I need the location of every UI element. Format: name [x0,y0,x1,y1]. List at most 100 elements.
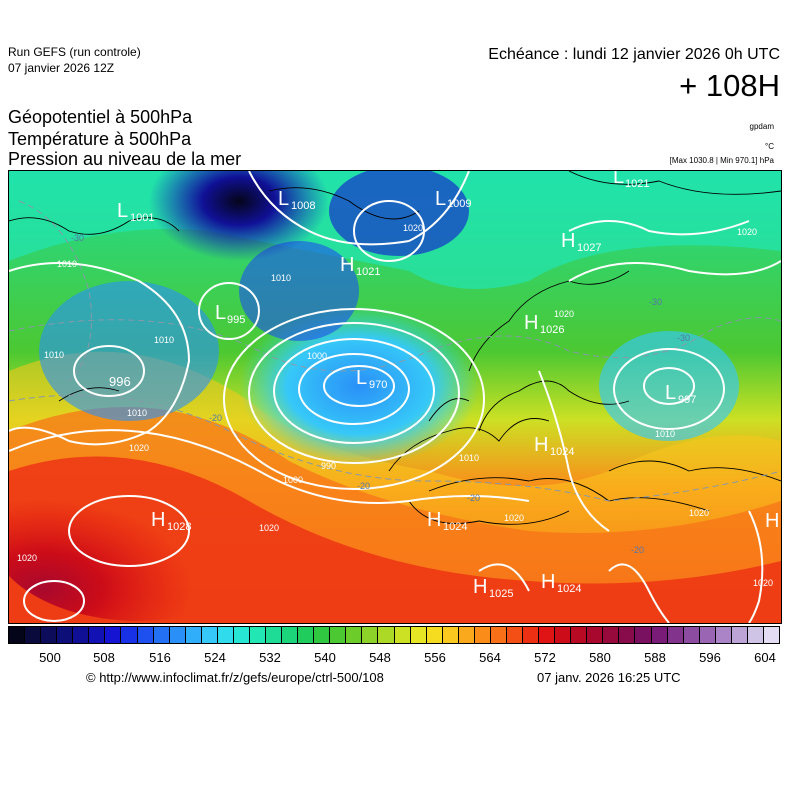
isobar-label: 1020 [554,309,574,319]
isotherm-labels: -30 -30 -30 -20 -20 -20 -20 [71,233,690,555]
forecast-valid-time: Echéance : lundi 12 janvier 2026 0h UTC [488,46,780,63]
color-scale-swatch [233,627,250,643]
isobar-label: 1010 [459,453,479,463]
color-scale-tick: 540 [314,650,336,665]
color-scale-tick: 580 [589,650,611,665]
color-scale-swatch [201,627,218,643]
color-scale-swatch [683,627,700,643]
isobar-label: 1020 [753,578,773,588]
color-scale-tick: 532 [259,650,281,665]
unit-temperature: °C [765,142,774,151]
color-scale-swatch [378,627,395,643]
coastlines [9,171,781,525]
isobar-label: 1020 [737,227,757,237]
color-scale-swatch [9,627,26,643]
color-scale-swatch [426,627,443,643]
pressure-value: 1001 [130,212,154,224]
pressure-center-label: H [340,254,354,276]
pressure-center-label: H [561,230,575,252]
pressure-center-label: L [356,367,367,389]
pressure-value: 1025 [489,588,513,600]
color-scale-tick: 564 [479,650,501,665]
pressure-center-label: L [117,200,128,222]
color-scale-swatch [105,627,122,643]
pressure-center-label: H [524,312,538,334]
pressure-center-label: H [765,510,779,532]
color-scale-swatch [523,627,540,643]
pressure-value: 1024 [557,583,581,595]
isotherm-label: -20 [357,481,370,491]
color-scale-swatch [346,627,363,643]
color-scale-swatch [89,627,106,643]
run-title: Run GEFS (run controle) [8,45,141,59]
color-scale-tick: 500 [39,650,61,665]
color-scale-swatch [747,627,764,643]
pressure-center-label: L [278,188,289,210]
color-scale-tick: 604 [754,650,776,665]
color-scale-swatch [249,627,266,643]
color-scale-tick: 524 [204,650,226,665]
color-scale-tick: 572 [534,650,556,665]
color-scale-swatch [490,627,507,643]
color-scale-swatch [217,627,234,643]
pressure-center-label: L [613,171,624,188]
color-scale-swatch [282,627,299,643]
pressure-value: 1009 [447,198,471,210]
isotherm-label: -30 [677,333,690,343]
color-scale-swatch [330,627,347,643]
pressure-center-label: L [665,382,676,404]
isotherm-label: -30 [71,233,84,243]
source-url: © http://www.infoclimat.fr/z/gefs/europe… [86,670,384,685]
isobar-label: 1010 [127,408,147,418]
isotherm-label: -30 [649,297,662,307]
pressure-value: 1021 [625,178,649,190]
color-scale-tick: 596 [699,650,721,665]
isobar-label: 1010 [44,350,64,360]
pressure-center-label: H [541,571,555,593]
color-scale-swatch [298,627,315,643]
color-scale-tick: 588 [644,650,666,665]
color-scale-swatch [619,627,636,643]
isobar-label: 1010 [57,259,77,269]
weather-map-svg: L 1001 L 1008 L 1009 L 1021 H 1027 H 1021 L 995… [9,171,781,623]
color-scale-swatch [506,627,523,643]
color-scale-swatch [169,627,186,643]
unit-geopotential: gpdam [749,122,774,131]
isobar-label: 1000 [283,475,303,485]
color-scale-swatch [314,627,331,643]
isotherm-label: -20 [467,493,480,503]
isotherm-label: -20 [631,545,644,555]
color-scale-swatch [587,627,604,643]
isotherm-label: -20 [209,413,222,423]
color-scale-swatch [458,627,475,643]
color-scale-swatch [25,627,42,643]
color-scale-swatch [362,627,379,643]
color-scale-tick: 556 [424,650,446,665]
color-scale-swatch [635,627,652,643]
color-scale-swatch [667,627,684,643]
pressure-value: 1008 [291,200,315,212]
color-scale-swatch [73,627,90,643]
pressure-value: 1027 [577,242,601,254]
isobar-label: 1010 [154,335,174,345]
isobar-labels: 1010 1010 1010 1010 1020 1010 1020 1000 … [17,223,773,588]
color-scale-swatch [185,627,202,643]
weather-map: L 1001 L 1008 L 1009 L 1021 H 1027 H 1021 L 995… [8,170,782,624]
color-scale-bar [8,626,780,644]
color-scale-swatch [394,627,411,643]
color-scale-swatch [571,627,588,643]
isobars [9,171,781,623]
color-scale-swatch [410,627,427,643]
color-scale-swatch [555,627,572,643]
color-scale-swatch [699,627,716,643]
isobar-label: 990 [321,461,336,471]
color-scale-swatch [41,627,58,643]
lead-time: + 108H [679,68,780,103]
color-scale-swatch [539,627,556,643]
isobar-label: 1020 [259,523,279,533]
color-scale-swatch [121,627,138,643]
color-scale-swatch [442,627,459,643]
pressure-value: 995 [227,314,245,326]
pressure-value: 1026 [540,324,564,336]
run-date: 07 janvier 2026 12Z [8,61,115,75]
